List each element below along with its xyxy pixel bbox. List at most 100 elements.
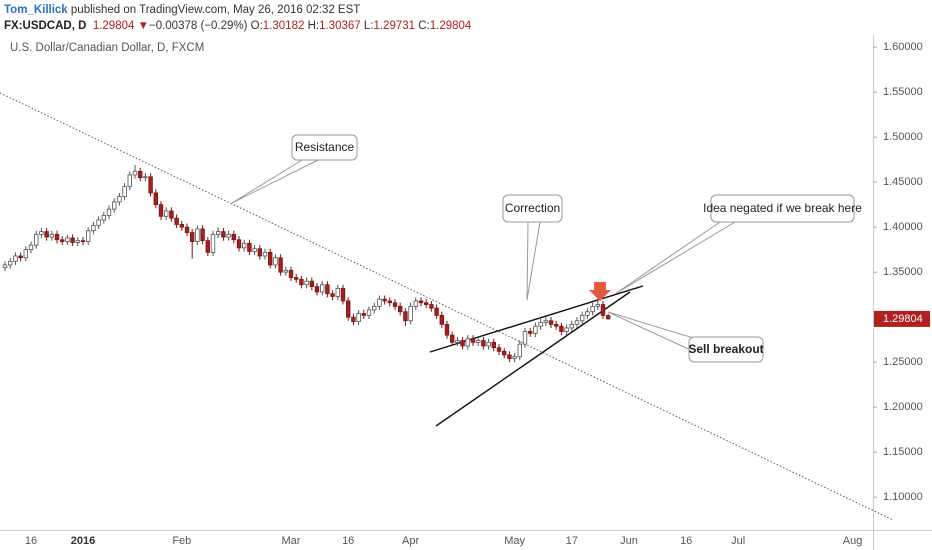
x-tick-label: 17 [566,535,578,547]
byline: Tom_Killick published on TradingView.com… [4,2,471,18]
resistance-line [0,92,894,521]
candle-body [496,347,502,352]
author[interactable]: Tom_Killick [4,4,68,16]
candle-body [470,338,476,343]
ohlc-label: O: [250,20,263,32]
candle-body [559,325,564,332]
candle-body [189,232,195,242]
candle-body [262,251,268,257]
header: Tom_Killick published on TradingView.com… [4,2,471,34]
candle-body [585,311,590,316]
candle-body [184,226,190,233]
candle-body [23,249,28,259]
y-tick-label: 1.45000 [883,176,923,188]
ohlc-value: 1.30182 [262,20,305,32]
candle-body [91,224,96,232]
y-tick-label: 1.60000 [883,41,923,53]
candle-body [283,269,288,273]
wedge-upper [429,285,644,353]
candle-body [465,338,470,347]
candle-body [60,239,65,242]
candle-body [517,343,522,358]
last: 1.29804 [92,20,135,32]
candle-body [195,228,200,242]
candle-body [13,255,18,262]
x-tick-label: Aug [843,535,863,547]
candle-body [361,313,366,316]
candle-body [439,314,444,325]
candle-body [418,300,424,304]
candle-body [39,231,44,235]
candle-body [44,231,49,238]
x-tick-label: 2016 [71,535,95,547]
candle-body [148,176,153,194]
ohlc-value: 1.30367 [319,20,361,32]
candle-body [314,286,320,293]
note: Resistance [295,140,355,154]
candle-body [80,240,86,243]
candle-body [325,284,330,295]
candle-body [590,305,595,313]
candle-body [345,300,351,318]
candle-body [569,323,574,329]
candle-body [169,210,174,219]
candle-body [70,237,75,243]
candle-body [7,260,13,266]
candle-body [226,233,231,238]
candle-body [267,251,273,266]
candle-body [236,239,242,249]
candle-body [200,228,205,242]
candle-body [241,242,247,249]
candle-body [528,331,533,334]
candle-body [122,186,127,197]
y-tick-label: 1.55000 [883,86,923,98]
candle-body [377,298,382,307]
candle-body [137,170,143,179]
candle-body [153,192,158,206]
candle-body [371,305,377,311]
candle-body [491,341,496,349]
note-box [710,194,855,223]
candle-body [158,204,164,217]
candle-body [293,277,299,280]
symbol: FX:USDCAD, D [4,20,87,32]
candle-body [34,233,39,246]
ohlc-label: C: [418,20,430,32]
candle-body [299,278,304,286]
x-tick-label: Feb [172,535,191,547]
candle-body [606,315,611,320]
candle-body [481,340,486,347]
candle-body [205,240,210,253]
candle-body [112,201,117,210]
candle-body [143,176,148,179]
candle-body [247,242,252,252]
x-tick-label: Jul [731,535,745,547]
candle-body [486,341,491,347]
candle-body [304,280,309,286]
candle-body [351,316,356,323]
x-tick-label: 16 [342,535,354,547]
note: Idea negated if we break here [703,201,862,215]
change: −0.00378 (−0.29%) [148,20,248,32]
y-tick-label: 1.20000 [883,401,923,413]
y-tick-label: 1.10000 [883,491,923,503]
y-tick-label: 1.25000 [883,356,923,368]
candle-body [574,320,580,325]
candle-body [455,340,460,343]
candle-body [475,340,481,343]
candle-body [397,305,403,313]
candle-body [449,334,455,343]
ohlc-value: 1.29731 [373,20,416,32]
candle-body [554,323,559,327]
published: published on TradingView.com, May 26, 20… [70,4,361,16]
candle-body [132,170,138,176]
candle-body [288,269,294,278]
candle-body [335,287,340,297]
x-tick-label: May [504,535,525,547]
wedge-lower [435,291,631,427]
y-tick-label: 1.40000 [883,221,923,233]
candle-body [543,320,548,323]
candle-body [117,196,122,203]
candle-body [257,248,262,257]
